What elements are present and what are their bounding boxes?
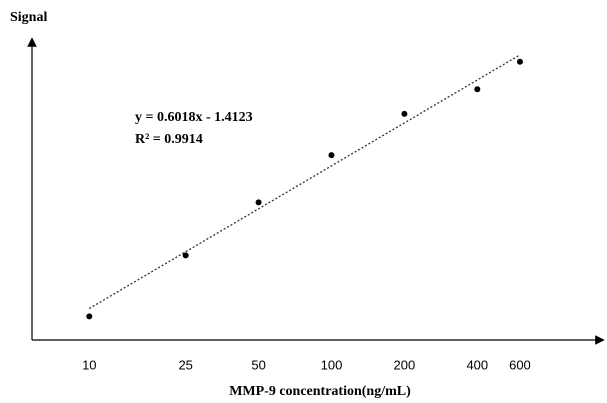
point [516, 58, 523, 65]
point [328, 152, 335, 159]
x-tick-label: 10 [82, 357, 96, 372]
point [255, 199, 262, 206]
x-tick-label: 50 [251, 357, 265, 372]
point [182, 252, 189, 259]
equation: y = 0.6018x - 1.4123 [135, 110, 253, 125]
x-tick-label: 400 [466, 357, 488, 372]
x-tick-label: 200 [394, 357, 416, 372]
x-tick-label: 600 [509, 357, 531, 372]
x-axis-title: MMP-9 concentration(ng/mL) [229, 384, 411, 399]
x-tick-label: 100 [321, 357, 343, 372]
trendline [88, 54, 521, 310]
point [474, 86, 481, 93]
point [401, 110, 408, 117]
x-tick-label: 25 [178, 357, 192, 372]
y-axis-title: Signal [10, 10, 47, 25]
point [86, 313, 93, 320]
r-squared: R² = 0.9914 [135, 132, 203, 147]
